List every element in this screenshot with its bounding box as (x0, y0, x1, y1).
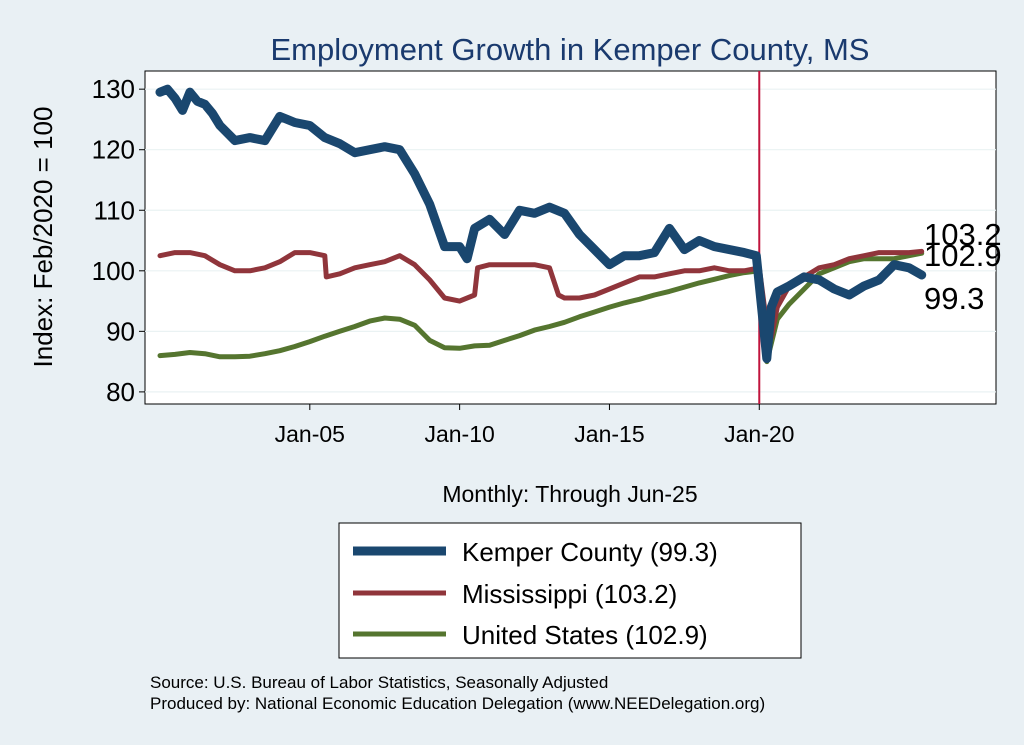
x-axis-label: Monthly: Through Jun-25 (442, 481, 697, 507)
end-label-mississippi: 103.2 (924, 217, 1002, 252)
produced-by-line: Produced by: National Economic Education… (150, 694, 766, 713)
source-line: Source: U.S. Bureau of Labor Statistics,… (150, 673, 609, 692)
series-line-0 (155, 84, 927, 364)
y-tick-label-120: 120 (92, 135, 135, 165)
y-tick-label-110: 110 (94, 195, 135, 225)
legend-label-mississippi: Mississippi (103.2) (462, 579, 677, 609)
y-tick-label-130: 130 (92, 74, 135, 104)
x-tick-label-Jan-20: Jan-20 (724, 421, 794, 447)
y-tick-label-90: 90 (106, 316, 135, 346)
end-label-kemper: 99.3 (924, 281, 984, 316)
legend: Kemper County (99.3) Mississippi (103.2)… (338, 522, 802, 659)
x-tick-label-Jan-05: Jan-05 (275, 421, 345, 447)
source-note: Source: U.S. Bureau of Labor Statistics,… (150, 672, 765, 714)
x-tick-label-Jan-10: Jan-10 (424, 421, 494, 447)
legend-label-united-states: United States (102.9) (462, 620, 708, 650)
end-label-united-states: 102.9 (924, 238, 1002, 273)
y-axis-label: Index: Feb/2020 = 100 (28, 107, 58, 368)
y-tick-label-80: 80 (106, 377, 135, 407)
x-tick-label-Jan-15: Jan-15 (574, 421, 644, 447)
gridlines (145, 88, 996, 393)
axes: 80 90 100 110 120 130 Jan-05 Jan-10 Jan-15 Jan-20 (92, 74, 795, 447)
y-tick-label-100: 100 (92, 256, 135, 286)
series-line-2 (157, 250, 925, 365)
series-lines (155, 84, 927, 365)
chart-title: Employment Growth in Kemper County, MS (271, 32, 870, 67)
legend-label-kemper: Kemper County (99.3) (462, 537, 718, 567)
